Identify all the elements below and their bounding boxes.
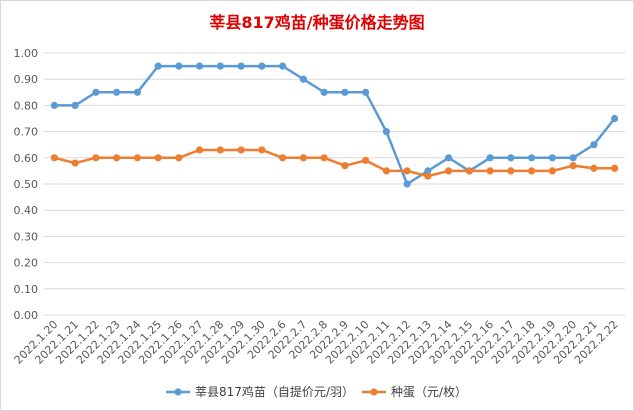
data-point — [424, 172, 432, 180]
data-point — [258, 146, 266, 154]
data-point — [590, 164, 598, 172]
legend: 莘县817鸡苗（自提价元/羽） 种蛋（元/枚） — [166, 384, 467, 399]
data-point — [362, 156, 370, 165]
y-tick-label: 0.20 — [14, 257, 39, 270]
y-tick-label: 0.70 — [14, 126, 39, 139]
data-point — [279, 154, 287, 162]
y-tick-label: 0.50 — [14, 178, 39, 191]
y-tick-label: 0.10 — [14, 283, 39, 296]
data-point — [71, 159, 79, 167]
series-layer — [50, 62, 619, 188]
data-point — [216, 62, 224, 70]
data-point — [611, 114, 619, 123]
legend-label: 莘县817鸡苗（自提价元/羽） — [195, 384, 354, 399]
data-point — [382, 167, 390, 175]
data-point — [299, 154, 307, 162]
data-point — [341, 162, 349, 170]
data-point — [548, 154, 556, 162]
data-point — [154, 154, 162, 162]
data-point — [486, 154, 494, 162]
data-point — [611, 164, 619, 172]
data-point — [362, 88, 370, 96]
data-point — [196, 62, 204, 70]
legend-label: 种蛋（元/枚） — [391, 384, 467, 399]
data-point — [320, 88, 328, 96]
y-tick-label: 1.00 — [14, 47, 39, 60]
data-point — [569, 154, 577, 162]
data-point — [92, 88, 100, 96]
series-line — [54, 148, 615, 178]
data-point — [341, 88, 349, 96]
data-point — [382, 128, 390, 136]
series-line — [54, 64, 616, 186]
data-point — [71, 101, 79, 109]
data-point — [113, 88, 121, 96]
legend-item: 莘县817鸡苗（自提价元/羽） — [166, 384, 354, 399]
data-point — [590, 141, 598, 149]
data-point — [403, 180, 411, 188]
data-point — [299, 75, 307, 83]
data-point — [196, 146, 204, 154]
data-point — [403, 167, 411, 175]
y-tick-label: 0.40 — [14, 204, 39, 217]
legend-swatch-marker — [174, 388, 182, 396]
data-point — [528, 167, 536, 175]
data-point — [175, 154, 183, 162]
data-point — [486, 167, 494, 175]
data-point — [528, 154, 536, 162]
data-point — [465, 167, 473, 175]
data-point — [133, 154, 141, 162]
chart-title: 莘县817鸡苗/种蛋价格走势图 — [209, 13, 424, 32]
legend-item: 种蛋（元/枚） — [362, 384, 467, 399]
data-point — [548, 167, 556, 175]
data-point — [154, 62, 162, 70]
y-tick-label: 0.30 — [14, 230, 39, 243]
y-tick-label: 0.00 — [14, 309, 39, 322]
data-point — [569, 162, 577, 170]
data-point — [320, 154, 328, 162]
data-point — [133, 88, 141, 96]
y-tick-label: 0.90 — [14, 73, 39, 86]
series-1 — [50, 62, 619, 188]
legend-swatch-marker — [370, 388, 378, 396]
data-point — [507, 154, 515, 162]
y-tick-label: 0.80 — [14, 99, 39, 112]
data-point — [50, 154, 58, 162]
data-point — [445, 167, 453, 175]
data-point — [50, 101, 58, 109]
data-point — [237, 146, 245, 154]
data-point — [216, 146, 224, 154]
x-axis-ticks: 2022.1.202022.1.212022.1.222022.1.232022… — [12, 318, 621, 367]
series-2 — [50, 146, 619, 180]
data-point — [258, 62, 266, 70]
data-point — [445, 154, 453, 162]
data-point — [237, 62, 245, 70]
data-point — [279, 62, 287, 70]
data-point — [507, 167, 515, 175]
data-point — [175, 62, 183, 70]
y-tick-label: 0.60 — [14, 152, 39, 165]
data-point — [424, 167, 432, 175]
y-axis-ticks: 0.00 0.10 0.20 0.30 0.40 0.50 0.60 0.70 0.80 0.90… — [14, 47, 39, 322]
data-point — [92, 154, 100, 162]
data-point — [113, 154, 121, 162]
